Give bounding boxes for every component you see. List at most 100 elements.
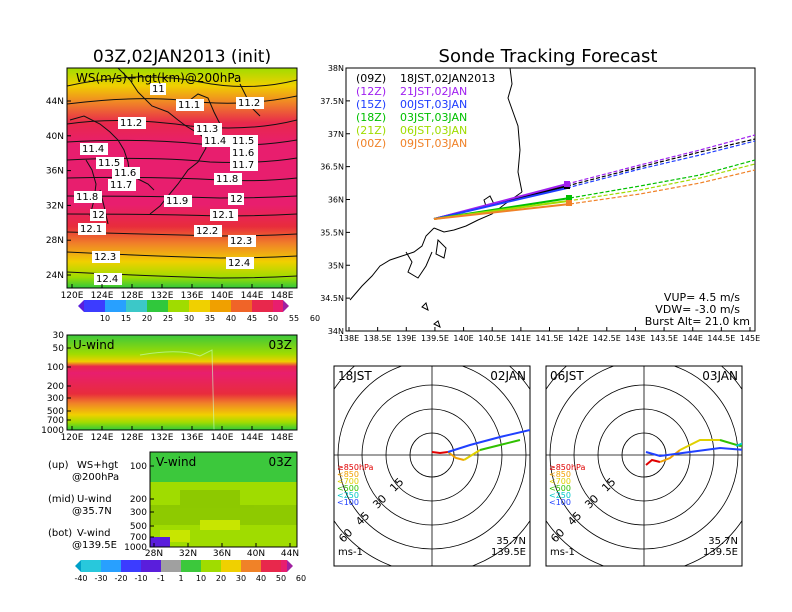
- map200-label: WS(m/s)+hgt(km)@200hPa: [76, 71, 241, 85]
- vwind-colorbar-label: 30: [236, 574, 246, 583]
- hodo-curve: [479, 439, 521, 451]
- track-map: (09Z) 18JST,02JAN2013 (12Z) 21JST,02JAN (15Z…: [320, 64, 760, 343]
- height-label: 12.1: [212, 210, 234, 221]
- vwind-lat-tick: 28N: [145, 549, 163, 559]
- burst-marker: [566, 200, 572, 206]
- hodo-level-key: <100: [337, 498, 359, 507]
- height-label: 11.5: [98, 158, 120, 169]
- track-legend-valid: 03JST,03JAN: [400, 111, 467, 124]
- track-lat-tick: 34.5N: [320, 294, 344, 303]
- height-label: 11.7: [232, 160, 254, 171]
- hodo-curve: [463, 449, 481, 461]
- vwind-colorbar-label: 1: [178, 574, 183, 583]
- uwind-lon-tick: 148E: [271, 433, 294, 443]
- panel-legend-level: @200hPa: [72, 472, 119, 483]
- track-lat-tick: 37.5N: [320, 97, 344, 106]
- hodo-lon: 139.5E: [491, 547, 526, 558]
- hodo-date: 02JAN: [490, 369, 526, 383]
- vwind-lat-tick: 44N: [281, 549, 299, 559]
- uwind-lon-tick: 140E: [211, 433, 234, 443]
- track-legend-run: (12Z): [356, 85, 386, 98]
- hodo-level-key: <500: [337, 484, 359, 493]
- track-lon-tick: 138E: [339, 334, 359, 343]
- ws-colorbar: 10 15 20 25 30 35 40 45 50 55 60: [78, 300, 320, 323]
- ws-colorbar-label: 55: [289, 314, 299, 323]
- height-label: 12: [92, 210, 105, 221]
- track-forecast-line: [566, 140, 755, 189]
- vwind-colorbar-label: 20: [216, 574, 226, 583]
- track-forecast-line: [566, 134, 755, 185]
- hodo-curve: [719, 439, 742, 448]
- ws-colorbar-label: 60: [310, 314, 320, 323]
- uwind-p-tick: 30: [53, 331, 65, 341]
- map200-lat-tick: 28N: [46, 236, 64, 246]
- track-lon-tick: 139.5E: [421, 334, 449, 343]
- ws-colorbar-label: 30: [184, 314, 194, 323]
- track-legend-run: (21Z): [356, 124, 386, 137]
- track-lon-tick: 144E: [683, 334, 703, 343]
- panel-legend-var: WS+hgt: [77, 460, 118, 471]
- uwind-p-tick: 500: [47, 407, 64, 417]
- uwind-lon-tick: 144E: [241, 433, 264, 443]
- uwind-time: 03Z: [269, 338, 293, 352]
- hodo-unit: ms-1: [550, 547, 575, 558]
- hodo-level-key: <250: [549, 491, 571, 500]
- vwind-lat-tick: 40N: [247, 549, 265, 559]
- height-label: 12.4: [228, 258, 250, 269]
- hodo-level-key: <850: [549, 470, 571, 479]
- main-title: Sonde Tracking Forecast: [439, 46, 658, 67]
- height-label: 11.2: [120, 118, 142, 129]
- burst-marker: [566, 195, 572, 201]
- height-label: 11.8: [216, 174, 238, 185]
- track-legend-valid: 06JST,03JAN: [400, 124, 467, 137]
- init-title: 03Z,02JAN2013 (init): [93, 47, 271, 67]
- hodo-lat: 35.7N: [708, 536, 738, 547]
- uwind-p-tick: 1000: [41, 426, 64, 436]
- track-forecast-line: [566, 138, 755, 187]
- track-lon-tick: 139E: [396, 334, 416, 343]
- vwind-lat-ticks: 28N 32N 36N 40N 44N: [145, 543, 299, 559]
- track-lat-tick: 37N: [328, 130, 344, 139]
- ws-colorbar-label: 45: [247, 314, 257, 323]
- height-label: 11.8: [76, 192, 98, 203]
- ws-colorbar-labels: 10 15 20 25 30 35 40 45 50 55 60: [100, 314, 320, 323]
- track-line: [433, 187, 568, 220]
- height-label: 11.2: [238, 98, 260, 109]
- hodo-level-key: <100: [549, 498, 571, 507]
- vwind-colorbar-label: -40: [74, 574, 87, 583]
- hodo-time: 06JST: [550, 369, 584, 383]
- hodo-level-key: <500: [549, 484, 571, 493]
- track-lon-tick: 141.5E: [536, 334, 564, 343]
- uwind-lon-tick: 120E: [61, 433, 84, 443]
- uwind-p-tick: 700: [47, 416, 64, 426]
- uwind-lon-tick: 128E: [121, 433, 144, 443]
- map200-lat-ticks: 24N 28N 32N 36N 40N 44N: [46, 97, 71, 281]
- track-lon-ticks: 138E 138.5E 139E 139.5E 140E 140.5E 141E 141.5E…: [339, 327, 760, 343]
- map200-lon-tick: 144E: [241, 291, 264, 301]
- map200-lon-tick: 140E: [211, 291, 234, 301]
- hodo-level-key: <250: [337, 491, 359, 500]
- vwind-time: 03Z: [269, 455, 293, 469]
- panel-legend-var: V-wind: [77, 528, 111, 539]
- map200-lon-ticks: 120E 124E 128E 132E 136E 140E 144E 148E: [61, 284, 294, 301]
- track-legend-run: (00Z): [356, 137, 386, 150]
- sonde-tracks: [433, 134, 755, 220]
- ws-colorbar-label: 10: [100, 314, 110, 323]
- track-legend-run: (09Z): [356, 72, 386, 85]
- vwind-colorbar-label: -30: [94, 574, 107, 583]
- vwind-p-tick: 300: [130, 508, 147, 518]
- hodo-curve: [659, 449, 681, 463]
- uwind-lon-ticks: 120E 124E 128E 132E 136E 140E 144E 148E: [61, 426, 294, 443]
- uwind-p-tick: 200: [47, 382, 64, 392]
- track-lon-tick: 141E: [511, 334, 531, 343]
- map200-lat-tick: 40N: [46, 132, 64, 142]
- height-label: 12.1: [80, 224, 102, 235]
